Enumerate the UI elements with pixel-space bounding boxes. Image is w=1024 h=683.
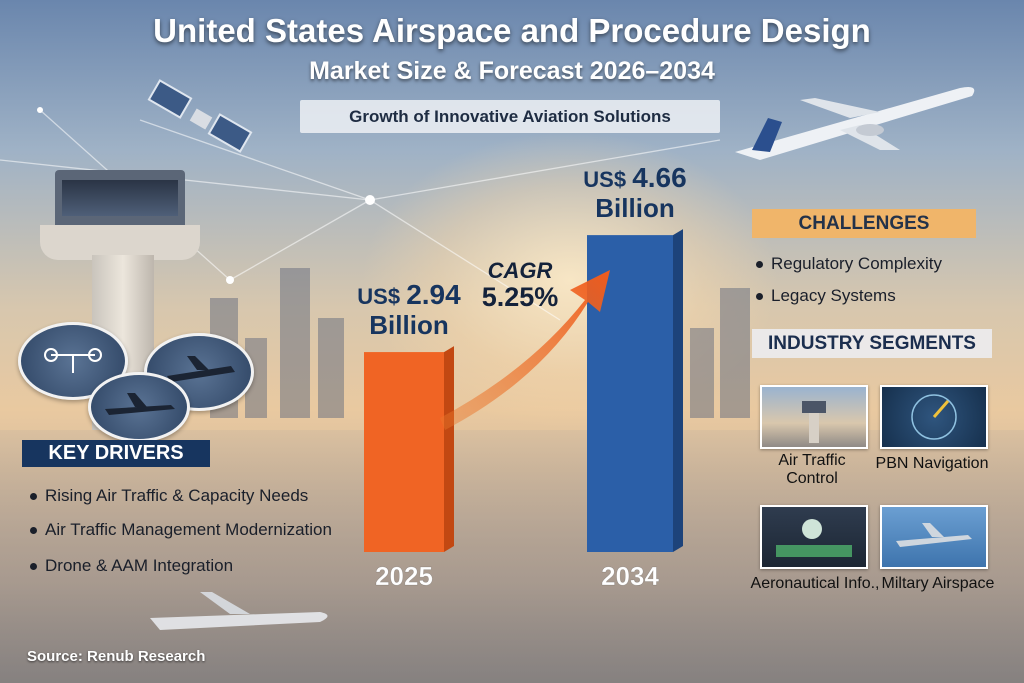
bar-unit-label-2034: Billion	[595, 193, 674, 223]
bullet-icon	[756, 293, 763, 301]
military-jet-icon	[88, 372, 190, 442]
category-label-2025: 2025	[375, 561, 433, 591]
skyline-building	[318, 318, 344, 418]
challenges-heading: CHALLENGES	[752, 209, 976, 238]
bar-side-2034	[673, 229, 683, 552]
control-tower-deck	[40, 225, 200, 260]
segment-thumb-military	[880, 505, 988, 569]
key-driver-item: Air Traffic Management Modernization	[30, 520, 332, 540]
segment-label: Aeronautical Info.,	[750, 575, 880, 592]
bar-value-label-2034: US$ 4.66	[583, 162, 686, 193]
challenge-item: Legacy Systems	[756, 286, 896, 306]
key-driver-item: Drone & AAM Integration	[30, 556, 233, 576]
parked-plane-icon	[150, 592, 328, 630]
challenge-item: Regulatory Complexity	[756, 254, 942, 274]
segments-heading: INDUSTRY SEGMENTS	[752, 329, 992, 358]
segment-thumb-pbn	[880, 385, 988, 449]
segment-label: Miltary Airspace	[881, 575, 995, 592]
page-subtitle: Market Size & Forecast 2026–2034	[309, 57, 715, 85]
satellite-icon	[147, 79, 253, 153]
control-tower-glass	[62, 180, 178, 216]
skyline-building	[720, 288, 750, 418]
cagr-value: 5.25%	[482, 282, 559, 312]
bullet-icon	[30, 563, 37, 571]
bar-unit-label-2025: Billion	[369, 310, 448, 340]
bullet-icon	[30, 493, 37, 501]
bar-side-2025	[444, 346, 454, 552]
segment-label: PBN Navigation	[875, 455, 989, 472]
skyline-building	[280, 268, 310, 418]
segment-thumb-atc	[760, 385, 868, 449]
segment-thumb-aeronautical	[760, 505, 868, 569]
source-credit: Source: Renub Research	[27, 648, 206, 665]
cagr-label: CAGR	[488, 258, 553, 283]
category-label-2034: 2034	[601, 561, 659, 591]
airliner-icon	[735, 87, 975, 160]
key-drivers-heading: KEY DRIVERS	[22, 440, 210, 467]
key-driver-item: Rising Air Traffic & Capacity Needs	[30, 486, 308, 506]
skyline-building	[690, 328, 714, 418]
bar-2025	[364, 352, 444, 552]
page-title: United States Airspace and Procedure Des…	[153, 12, 871, 49]
bar-value-label-2025: US$ 2.94	[357, 279, 461, 310]
bullet-icon	[756, 261, 763, 269]
bullet-icon	[30, 527, 37, 535]
segment-label: Air Traffic Control	[778, 452, 846, 487]
tagline-banner: Growth of Innovative Aviation Solutions	[300, 100, 720, 133]
growth-arrow	[440, 270, 610, 430]
